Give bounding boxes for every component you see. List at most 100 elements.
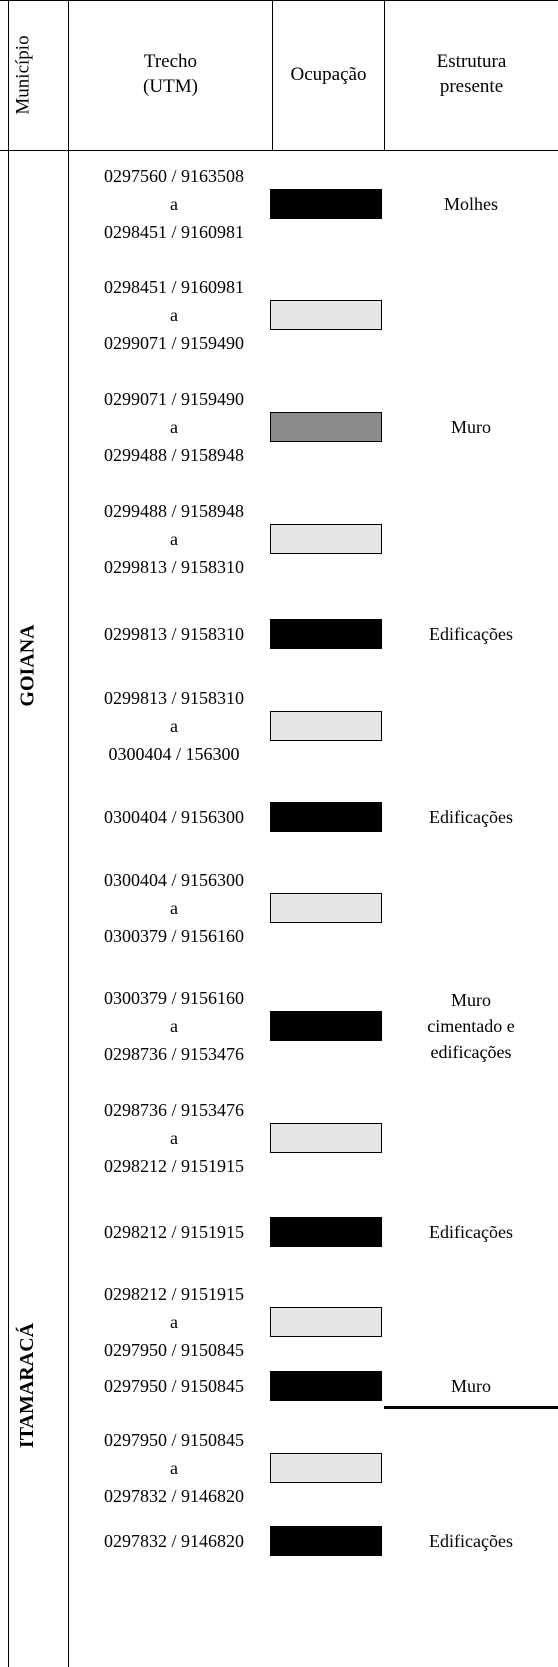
trecho-line: 0298736 / 9153476 [103,1100,244,1120]
estrutura-cell: Edificações [384,804,558,830]
trecho-cell: 0298212 / 9151915 a 0297950 / 9150845 [78,1280,270,1364]
trecho-cell: 0300404 / 9156300 a 0300379 / 9156160 [78,866,270,950]
trecho-line: a [170,716,178,736]
trecho-line: 0298736 / 9153476 [103,1044,244,1064]
header-estrutura: Estrutura presente [436,51,507,97]
trecho-line: a [170,1016,178,1036]
trecho-line: 0299813 / 9158310 [103,624,244,644]
municipio-goiana: GOIANA [12,600,44,730]
trecho-line: 0300379 / 9156160 [103,926,244,946]
header-trecho: Trecho (UTM) [143,51,198,97]
trecho-cell: 0297832 / 9146820 [78,1527,270,1555]
trecho-cell: 0299488 / 9158948 a 0299813 / 9158310 [78,497,270,581]
table-left-border [8,0,9,1667]
trecho-line: a [170,305,178,325]
ocupacao-bar-light [270,524,382,554]
ocupacao-bar-light [270,1123,382,1153]
municipio-itamaraca: ITAMARACÁ [12,1320,44,1450]
trecho-cell: 0297560 / 9163508 a 0298451 / 9160981 [78,162,270,246]
trecho-cell: 0299813 / 9158310 a 0300404 / 156300 [78,684,270,768]
trecho-line: 0297950 / 9150845 [103,1340,244,1360]
trecho-line: 0300404 / 156300 [108,744,240,764]
trecho-cell: 0300379 / 9156160 a 0298736 / 9153476 [78,984,270,1068]
trecho-line: 0299813 / 9158310 [103,688,244,708]
trecho-line: 0298212 / 9151915 [103,1156,244,1176]
trecho-line: 0299071 / 9159490 [103,389,244,409]
trecho-line: 0297832 / 9146820 [103,1531,244,1551]
trecho-line: 0297832 / 9146820 [103,1486,244,1506]
estrutura-line: Edificações [429,807,513,827]
municipio-separator [384,1406,558,1409]
trecho-cell: 0300404 / 9156300 [78,803,270,831]
table-top-border [0,0,558,1]
ocupacao-bar-black [270,1526,382,1556]
estrutura-cell: Edificações [384,1219,558,1245]
trecho-line: 0298212 / 9151915 [103,1222,244,1242]
trecho-cell: 0298451 / 9160981 a 0299071 / 9159490 [78,273,270,357]
estrutura-cell: Molhes [384,191,558,217]
trecho-cell: 0299071 / 9159490 a 0299488 / 9158948 [78,385,270,469]
estrutura-line: Muro [451,990,491,1010]
trecho-cell: 0299813 / 9158310 [78,620,270,648]
estrutura-line: Edificações [429,1531,513,1551]
trecho-line: 0300379 / 9156160 [103,988,244,1008]
estrutura-cell: Muro [384,1373,558,1399]
trecho-line: 0297950 / 9150845 [103,1376,244,1396]
trecho-line: 0298451 / 9160981 [103,222,244,242]
trecho-line: 0300404 / 9156300 [103,807,244,827]
trecho-cell: 0297950 / 9150845 a 0297832 / 9146820 [78,1426,270,1510]
trecho-line: a [170,529,178,549]
header-municipio-label: Município [13,35,35,115]
estrutura-line: Edificações [429,624,513,644]
col-divider-1 [68,0,69,1667]
trecho-line: 0299813 / 9158310 [103,557,244,577]
estrutura-line: Muro [451,417,491,437]
municipio-itamaraca-label: ITAMARACÁ [16,1322,39,1448]
estrutura-line: Muro [451,1376,491,1396]
trecho-line: a [170,898,178,918]
ocupacao-bar-gray [270,412,382,442]
trecho-cell: 0298212 / 9151915 [78,1218,270,1246]
municipio-goiana-label: GOIANA [16,623,39,707]
ocupacao-bar-light [270,300,382,330]
trecho-line: a [170,1312,178,1332]
trecho-line: 0299488 / 9158948 [103,445,244,465]
trecho-line: a [170,194,178,214]
trecho-line: a [170,1458,178,1478]
estrutura-cell: Edificações [384,621,558,647]
estrutura-line: Molhes [444,194,498,214]
trecho-line: a [170,417,178,437]
ocupacao-bar-black [270,1217,382,1247]
trecho-line: 0297560 / 9163508 [103,166,244,186]
trecho-line: a [170,1128,178,1148]
trecho-line: 0298212 / 9151915 [103,1284,244,1304]
ocupacao-bar-light [270,893,382,923]
ocupacao-bar-black [270,619,382,649]
ocupacao-bar-black [270,802,382,832]
trecho-line: 0297950 / 9150845 [103,1430,244,1450]
trecho-line: 0298451 / 9160981 [103,277,244,297]
ocupacao-bar-light [270,1307,382,1337]
estrutura-line: Edificações [429,1222,513,1242]
ocupacao-bar-black [270,1011,382,1041]
trecho-cell: 0297950 / 9150845 [78,1372,270,1400]
ocupacao-bar-light [270,1453,382,1483]
trecho-line: 0299071 / 9159490 [103,333,244,353]
ocupacao-bar-light [270,711,382,741]
col-divider-3 [384,0,385,150]
header-municipio: Município [8,0,40,150]
estrutura-cell: Muro [384,414,558,440]
trecho-cell: 0298736 / 9153476 a 0298212 / 9151915 [78,1096,270,1180]
col-divider-2 [272,0,273,150]
estrutura-line: edificações [430,1042,512,1062]
header-ocupacao: Ocupação [290,63,367,85]
ocupacao-bar-black [270,1371,382,1401]
estrutura-cell: Muro cimentado e edificações [384,987,558,1065]
trecho-line: 0299488 / 9158948 [103,501,244,521]
ocupacao-bar-black [270,189,382,219]
header-bottom-border [0,150,558,151]
trecho-line: 0300404 / 9156300 [103,870,244,890]
estrutura-line: cimentado e [427,1016,515,1036]
estrutura-cell: Edificações [384,1528,558,1554]
